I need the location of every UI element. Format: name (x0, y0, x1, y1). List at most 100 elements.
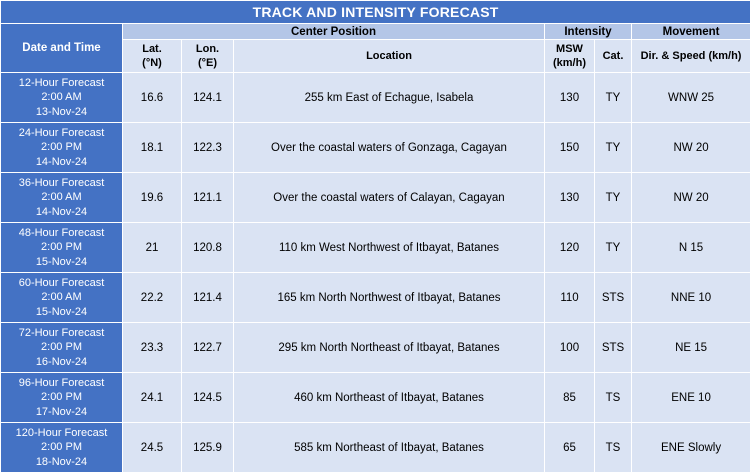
header-location: Location (234, 40, 545, 73)
movement-cell: ENE Slowly (632, 423, 750, 473)
movement-cell: NW 20 (632, 123, 750, 173)
forecast-forecast: 48-Hour Forecast (1, 226, 122, 241)
msw-cell: 110 (545, 273, 595, 323)
msw-cell: 120 (545, 223, 595, 273)
forecast-forecast: 96-Hour Forecast (1, 376, 122, 391)
cat-cell: TS (595, 373, 632, 423)
location-cell: 255 km East of Echague, Isabela (234, 73, 545, 123)
forecast-date: 14-Nov-24 (1, 205, 122, 220)
header-center-position: Center Position (123, 24, 545, 40)
cat-cell: TY (595, 73, 632, 123)
forecast-forecast: 120-Hour Forecast (1, 426, 122, 441)
lon-cell: 121.4 (182, 273, 234, 323)
location-cell: 585 km Northeast of Itbayat, Batanes (234, 423, 545, 473)
forecast-forecast: 24-Hour Forecast (1, 126, 122, 141)
header-msw-label: MSW (545, 42, 594, 56)
lat-cell: 19.6 (123, 173, 182, 223)
lat-cell: 22.2 (123, 273, 182, 323)
forecast-date: 14-Nov-24 (1, 155, 122, 170)
lon-cell: 125.9 (182, 423, 234, 473)
forecast-time: 2:00 PM (1, 440, 122, 455)
cat-cell: TY (595, 223, 632, 273)
cat-cell: TS (595, 423, 632, 473)
forecast-time: 2:00 AM (1, 90, 122, 105)
cat-cell: TY (595, 123, 632, 173)
header-movement: Movement (632, 24, 750, 40)
movement-cell: NE 15 (632, 323, 750, 373)
forecast-time: 2:00 AM (1, 190, 122, 205)
lon-cell: 122.3 (182, 123, 234, 173)
movement-cell: WNW 25 (632, 73, 750, 123)
header-intensity: Intensity (545, 24, 632, 40)
forecast-time: 2:00 PM (1, 340, 122, 355)
lon-cell: 121.1 (182, 173, 234, 223)
location-cell: 460 km Northeast of Itbayat, Batanes (234, 373, 545, 423)
forecast-date: 13-Nov-24 (1, 105, 122, 120)
movement-cell: NNE 10 (632, 273, 750, 323)
movement-cell: NW 20 (632, 173, 750, 223)
header-cat: Cat. (595, 40, 632, 73)
header-lon: Lon. (°E) (182, 40, 234, 73)
lat-cell: 16.6 (123, 73, 182, 123)
cat-cell: TY (595, 173, 632, 223)
msw-cell: 130 (545, 73, 595, 123)
lon-cell: 124.5 (182, 373, 234, 423)
lat-cell: 24.1 (123, 373, 182, 423)
header-date-time: Date and Time (1, 24, 123, 73)
msw-cell: 100 (545, 323, 595, 373)
lat-cell: 18.1 (123, 123, 182, 173)
lon-cell: 122.7 (182, 323, 234, 373)
movement-cell: ENE 10 (632, 373, 750, 423)
table-title: TRACK AND INTENSITY FORECAST (1, 1, 750, 24)
lat-cell: 21 (123, 223, 182, 273)
header-dir-speed: Dir. & Speed (km/h) (632, 40, 750, 73)
header-lat-unit: (°N) (123, 56, 181, 70)
header-lon-label: Lon. (182, 42, 233, 56)
header-lon-unit: (°E) (182, 56, 233, 70)
location-cell: Over the coastal waters of Calayan, Caga… (234, 173, 545, 223)
location-cell: Over the coastal waters of Gonzaga, Caga… (234, 123, 545, 173)
lat-cell: 24.5 (123, 423, 182, 473)
forecast-time: 2:00 AM (1, 290, 122, 305)
forecast-time: 2:00 PM (1, 390, 122, 405)
msw-cell: 150 (545, 123, 595, 173)
cat-cell: STS (595, 273, 632, 323)
location-cell: 110 km West Northwest of Itbayat, Batane… (234, 223, 545, 273)
forecast-date: 16-Nov-24 (1, 355, 122, 370)
forecast-date: 15-Nov-24 (1, 305, 122, 320)
forecast-date: 18-Nov-24 (1, 455, 122, 470)
forecast-date: 15-Nov-24 (1, 255, 122, 270)
location-cell: 165 km North Northwest of Itbayat, Batan… (234, 273, 545, 323)
msw-cell: 85 (545, 373, 595, 423)
movement-cell: N 15 (632, 223, 750, 273)
header-msw-unit: (km/h) (545, 56, 594, 70)
forecast-forecast: 12-Hour Forecast (1, 76, 122, 91)
forecast-time: 2:00 PM (1, 240, 122, 255)
forecast-forecast: 60-Hour Forecast (1, 276, 122, 291)
forecast-forecast: 72-Hour Forecast (1, 326, 122, 341)
forecast-time: 2:00 PM (1, 140, 122, 155)
forecast-forecast: 36-Hour Forecast (1, 176, 122, 191)
lon-cell: 124.1 (182, 73, 234, 123)
header-msw: MSW (km/h) (545, 40, 595, 73)
forecast-date: 17-Nov-24 (1, 405, 122, 420)
lon-cell: 120.8 (182, 223, 234, 273)
location-cell: 295 km North Northeast of Itbayat, Batan… (234, 323, 545, 373)
header-lat: Lat. (°N) (123, 40, 182, 73)
